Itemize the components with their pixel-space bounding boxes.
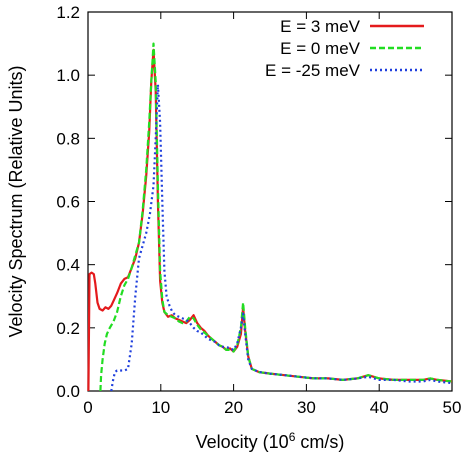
y-tick-label: 0.4 xyxy=(56,256,80,275)
y-tick-label: 1.0 xyxy=(56,66,80,85)
y-tick-label: 1.2 xyxy=(56,3,80,22)
y-tick-label: 0.8 xyxy=(56,129,80,148)
x-tick-label: 0 xyxy=(83,398,92,417)
x-axis-label-prefix: Velocity (10 xyxy=(196,432,289,452)
x-tick-label: 30 xyxy=(297,398,316,417)
legend-label-2: E = 0 meV xyxy=(280,39,361,58)
series-line-1 xyxy=(87,48,453,392)
x-axis-label: Velocity (106 cm/s) xyxy=(196,430,345,452)
series-line-2 xyxy=(99,42,453,392)
legend-label-3: E = -25 meV xyxy=(265,61,361,80)
x-axis-label-suffix: cm/s) xyxy=(295,432,344,452)
tick-labels: 0 10 20 30 40 50 0.0 0.2 0.4 0.6 0.8 1.0 1.2 xyxy=(56,3,461,417)
x-tick-label: 10 xyxy=(151,398,170,417)
y-tick-label: 0.6 xyxy=(56,193,80,212)
series-line-3 xyxy=(110,83,453,392)
x-tick-label: 50 xyxy=(443,398,462,417)
x-tick-label: 20 xyxy=(224,398,243,417)
y-tick-label: 0.2 xyxy=(56,319,80,338)
y-tick-label: 0.0 xyxy=(56,382,80,401)
x-axis-label-exponent: 6 xyxy=(289,430,296,444)
x-tick-label: 40 xyxy=(370,398,389,417)
legend-label-1: E = 3 meV xyxy=(280,17,361,36)
y-axis-label: Velocity Spectrum (Relative Units) xyxy=(6,65,26,337)
legend: E = 3 meV E = 0 meV E = -25 meV xyxy=(265,17,424,80)
series-layer xyxy=(87,42,453,392)
